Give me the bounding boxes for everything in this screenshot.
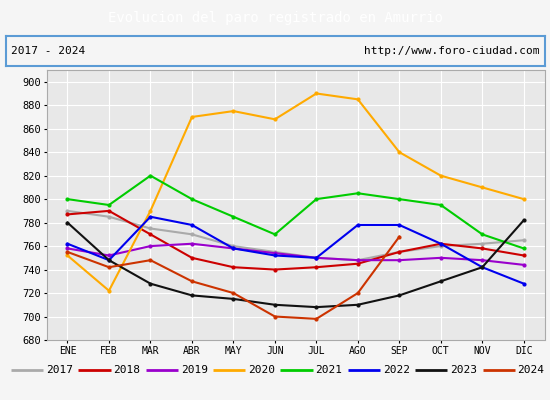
Text: 2017: 2017 (46, 365, 73, 375)
Text: http://www.foro-ciudad.com: http://www.foro-ciudad.com (364, 46, 539, 56)
Text: 2019: 2019 (180, 365, 208, 375)
Text: 2017 - 2024: 2017 - 2024 (11, 46, 85, 56)
Text: 2018: 2018 (113, 365, 140, 375)
Text: 2023: 2023 (450, 365, 477, 375)
Text: 2020: 2020 (248, 365, 275, 375)
Text: Evolucion del paro registrado en Amurrio: Evolucion del paro registrado en Amurrio (107, 11, 443, 25)
Text: 2024: 2024 (518, 365, 544, 375)
Text: 2021: 2021 (316, 365, 343, 375)
Text: 2022: 2022 (383, 365, 410, 375)
